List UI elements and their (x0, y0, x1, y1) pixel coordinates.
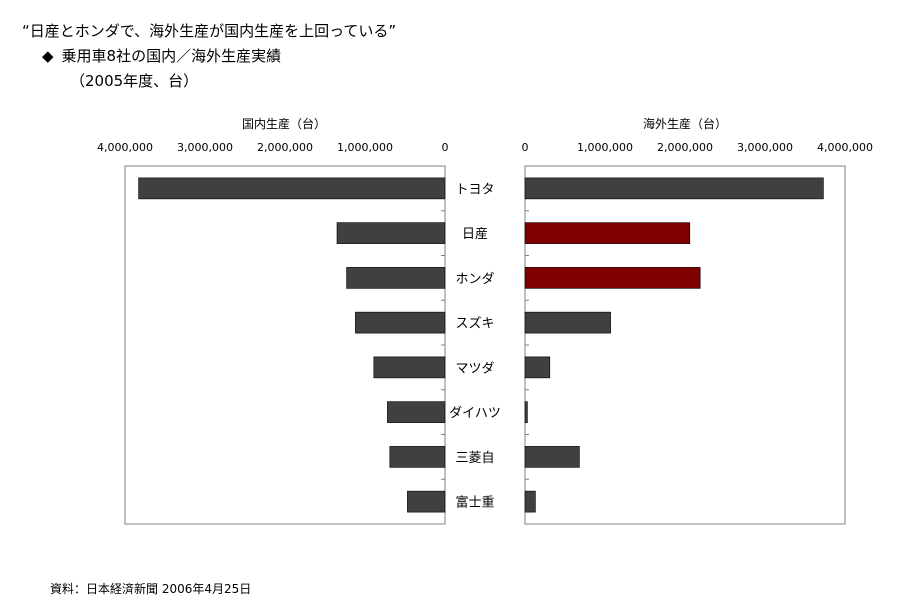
domestic-tick-label: 1,000,000 (337, 141, 393, 154)
category-label: ダイハツ (449, 406, 501, 421)
domestic-bar-cat-4 (373, 356, 446, 379)
source-note: 資料：日本経済新聞 2006年4月25日 (50, 582, 252, 596)
overseas-bar-cat-1 (524, 222, 691, 244)
overseas-bar-cat-0 (524, 177, 824, 200)
overseas-bar-cat-4 (524, 356, 551, 379)
overseas-bars (524, 177, 824, 513)
overseas-bar-cat-2 (524, 267, 701, 289)
category-label: スズキ (455, 316, 494, 332)
domestic-tick-label: 4,000,000 (97, 141, 153, 154)
overseas-tick-labels: 0 1,000,000 2,000,000 3,000,000 4,000,000 (522, 141, 873, 154)
overseas-tick-label: 1,000,000 (577, 141, 633, 154)
category-label: マツダ (455, 361, 494, 376)
category-label: 日産 (462, 226, 488, 242)
domestic-tick-label: 2,000,000 (257, 141, 313, 154)
overseas-bar-cat-7 (524, 490, 536, 513)
domestic-bar-cat-1 (336, 222, 446, 244)
domestic-tick-label: 0 (442, 141, 449, 154)
domestic-bar-cat-7 (407, 490, 446, 513)
overseas-axis-title: 海外生産（台） (643, 116, 727, 131)
category-label: 三菱自 (455, 451, 494, 466)
chart-subtitle-line: ◆ 乗用車8社の国内／海外生産実績 (42, 45, 281, 66)
domestic-bars (138, 177, 446, 513)
overseas-bar-cat-6 (524, 446, 580, 468)
category-label: ホンダ (455, 272, 494, 287)
overseas-tick-label: 4,000,000 (817, 141, 873, 154)
chart-note: （2005年度、台） (70, 72, 199, 90)
domestic-bar-cat-2 (346, 267, 446, 289)
domestic-tick-label: 3,000,000 (177, 141, 233, 154)
overseas-bar-cat-3 (524, 311, 611, 334)
chart-subtitle: 乗用車8社の国内／海外生産実績 (61, 47, 282, 65)
domestic-bar-cat-6 (389, 446, 446, 468)
overseas-bar-cat-5 (524, 401, 528, 423)
domestic-bar-cat-5 (387, 401, 446, 423)
overseas-tick-label: 3,000,000 (737, 141, 793, 154)
domestic-tick-labels: 4,000,000 3,000,000 2,000,000 1,000,000 0 (97, 141, 448, 154)
overseas-tick-label: 2,000,000 (657, 141, 713, 154)
domestic-plot-frame (124, 165, 446, 525)
chart-headline: “日産とホンダで、海外生産が国内生産を上回っている” (22, 22, 397, 40)
overseas-tick-label: 0 (522, 141, 529, 154)
domestic-axis-title: 国内生産（台） (242, 116, 326, 131)
category-label: 富士重 (455, 495, 494, 511)
domestic-bar-cat-3 (355, 311, 446, 334)
diamond-bullet-icon: ◆ (42, 47, 54, 65)
overseas-plot-frame (524, 165, 846, 525)
domestic-bar-cat-0 (138, 177, 446, 200)
category-label: トヨタ (455, 182, 494, 197)
